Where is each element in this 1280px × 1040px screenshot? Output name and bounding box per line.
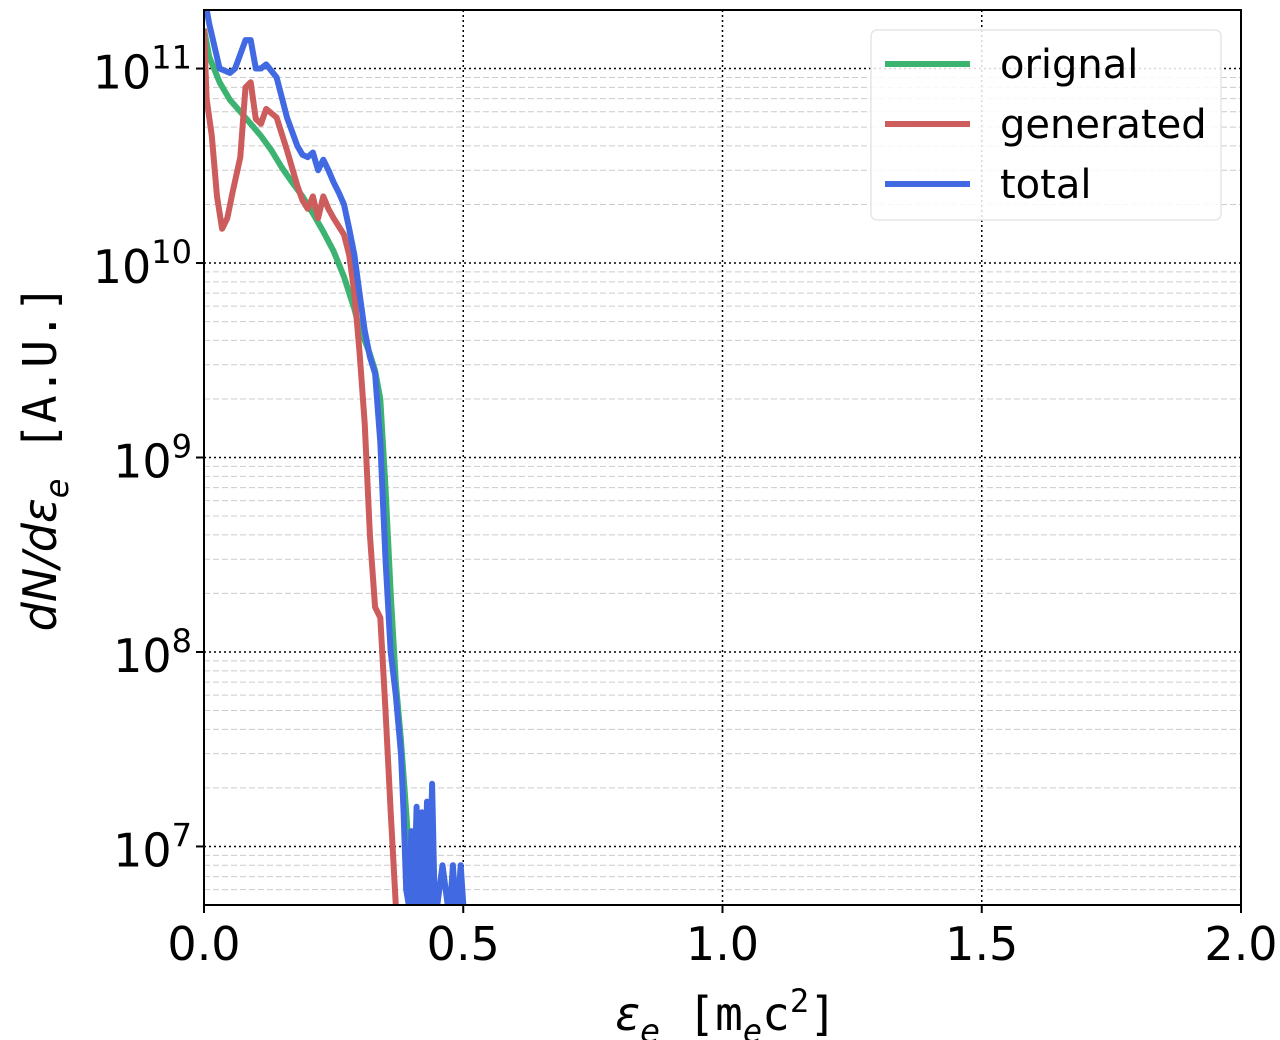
x-tick-label: 0.0	[167, 917, 240, 971]
y-tick-label: 109	[113, 428, 192, 489]
x-tick-label: 0.5	[427, 917, 500, 971]
x-axis-ticks: 0.0 0.5 1.0 1.5 2.0	[167, 905, 1278, 971]
series-line-total	[204, 10, 467, 905]
series-layer	[204, 10, 467, 905]
y-tick-label: 107	[113, 816, 192, 877]
legend-label-orignal: orignal	[1000, 42, 1138, 88]
x-tick-label: 1.0	[686, 917, 759, 971]
x-axis-label: εe [mec2]	[615, 982, 837, 1040]
y-tick-label: 1011	[93, 39, 192, 100]
y-tick-label: 108	[113, 622, 192, 683]
legend-label-generated: generated	[1000, 102, 1207, 148]
major-gridlines	[204, 10, 1241, 905]
x-tick-label: 1.5	[945, 917, 1018, 971]
series-line-generated	[204, 28, 399, 905]
y-axis-label: dN/dεe [A.U.]	[13, 285, 76, 632]
legend-label-total: total	[1000, 162, 1091, 208]
y-axis-ticks: 107 108 109 1010 1011	[93, 39, 204, 877]
x-tick-label: 2.0	[1204, 917, 1277, 971]
y-tick-label: 1010	[93, 233, 192, 294]
legend: orignal generated total	[870, 29, 1222, 221]
legend-box	[870, 29, 1222, 221]
